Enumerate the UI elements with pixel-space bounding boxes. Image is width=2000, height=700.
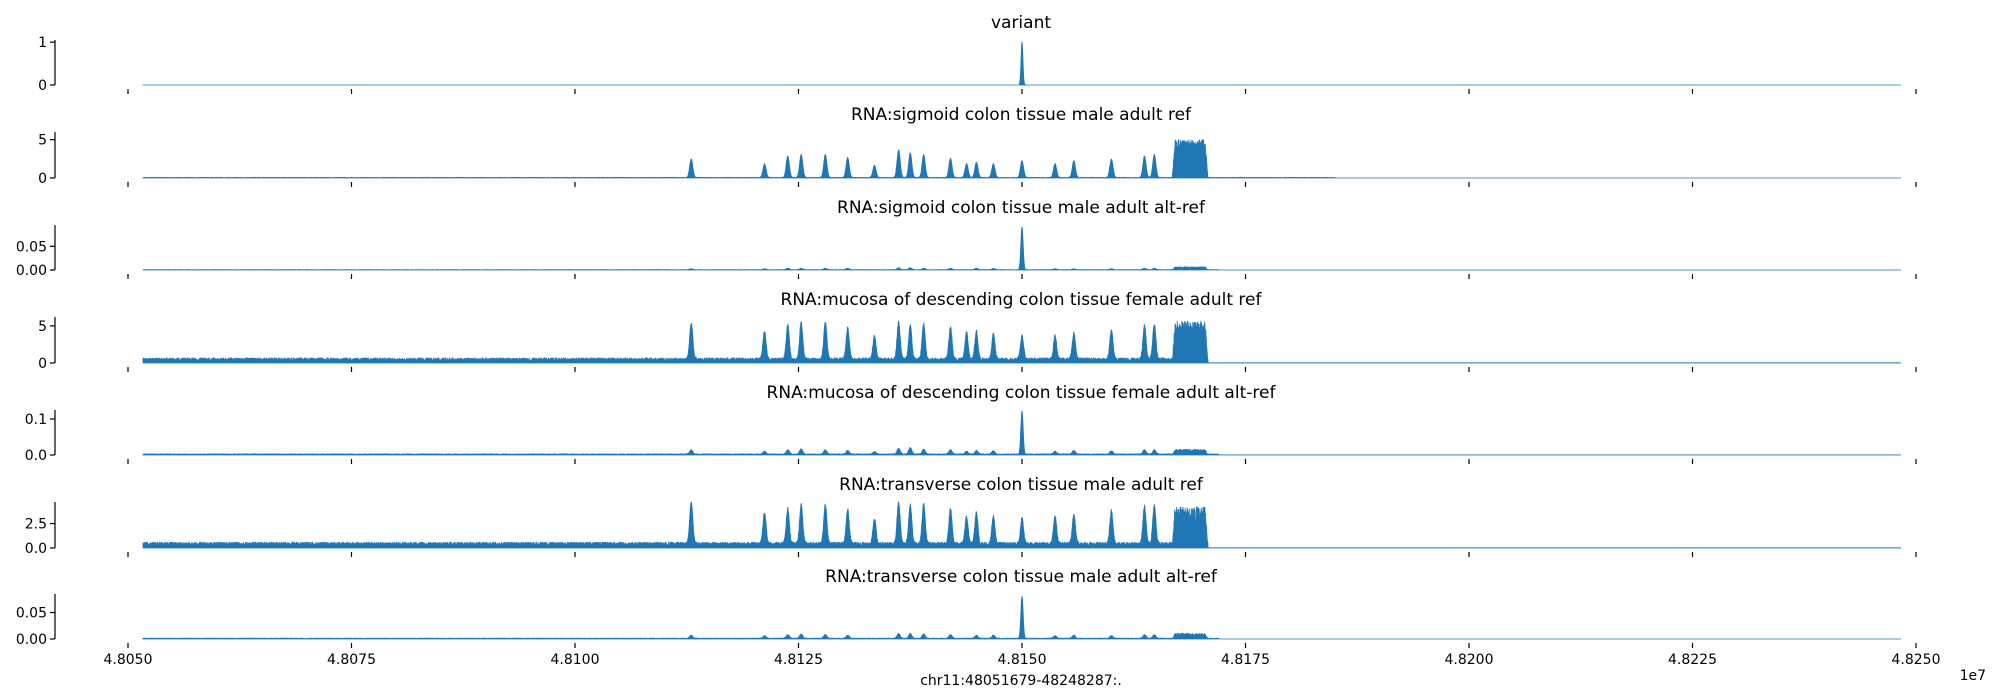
track-title: RNA:mucosa of descending colon tissue fe…	[767, 383, 1277, 403]
x-tick-label: 4.8150	[998, 652, 1047, 668]
y-tick-label: 0	[38, 356, 47, 372]
track-panel: RNA:transverse colon tissue male adult a…	[16, 567, 1941, 668]
x-tick-label: 4.8200	[1445, 652, 1494, 668]
track-panel: RNA:sigmoid colon tissue male adult ref 0…	[38, 105, 1917, 187]
x-tick-label: 4.8125	[774, 652, 823, 668]
x-axis-label: chr11:48051679-48248287:.	[920, 673, 1122, 689]
signal-area	[142, 320, 1902, 364]
track-title: RNA:sigmoid colon tissue male adult ref	[851, 105, 1192, 125]
signal-area	[142, 501, 1902, 549]
y-tick-label: 5	[38, 133, 47, 149]
x-tick-label: 4.8175	[1221, 652, 1270, 668]
y-tick-label: 1	[38, 35, 47, 51]
y-tick-label: 0.05	[16, 606, 47, 622]
signal-area	[142, 595, 1902, 640]
y-tick-label: 0.0	[25, 448, 47, 464]
x-tick-label: 4.8250	[1892, 652, 1941, 668]
track-panel: RNA:transverse colon tissue male adult r…	[25, 475, 1917, 557]
track-panels: variant 0 1 RNA:sigmoid colon tissue male a…	[16, 13, 1941, 668]
track-panel: RNA:mucosa of descending colon tissue fe…	[38, 290, 1917, 372]
track-title: RNA:transverse colon tissue male adult a…	[825, 567, 1218, 587]
track-title: RNA:mucosa of descending colon tissue fe…	[781, 290, 1263, 310]
y-tick-label: 0.00	[16, 263, 47, 279]
signal-area	[142, 410, 1902, 456]
signal-area	[142, 139, 1902, 179]
x-tick-label: 4.8075	[327, 652, 376, 668]
y-tick-label: 0.05	[16, 239, 47, 255]
x-tick-label: 4.8225	[1668, 652, 1717, 668]
track-title: RNA:sigmoid colon tissue male adult alt-…	[837, 198, 1206, 218]
track-title: variant	[991, 13, 1051, 33]
signal-area	[142, 226, 1902, 271]
track-title: RNA:transverse colon tissue male adult r…	[839, 475, 1204, 495]
signal-area	[142, 41, 1902, 86]
x-tick-label: 4.8050	[104, 652, 153, 668]
track-panel: RNA:mucosa of descending colon tissue fe…	[25, 383, 1917, 464]
y-tick-label: 0.0	[25, 541, 47, 557]
y-tick-label: 0	[38, 78, 47, 94]
x-offset-label: 1e7	[1960, 668, 1986, 684]
y-tick-label: 0.00	[16, 632, 47, 648]
track-panel: variant 0 1	[38, 13, 1917, 94]
y-tick-label: 0	[38, 171, 47, 187]
x-tick-label: 4.8100	[551, 652, 600, 668]
y-tick-label: 5	[38, 319, 47, 335]
track-panel: RNA:sigmoid colon tissue male adult alt-…	[16, 198, 1917, 279]
y-tick-label: 0.1	[25, 412, 47, 428]
y-tick-label: 2.5	[25, 517, 47, 533]
